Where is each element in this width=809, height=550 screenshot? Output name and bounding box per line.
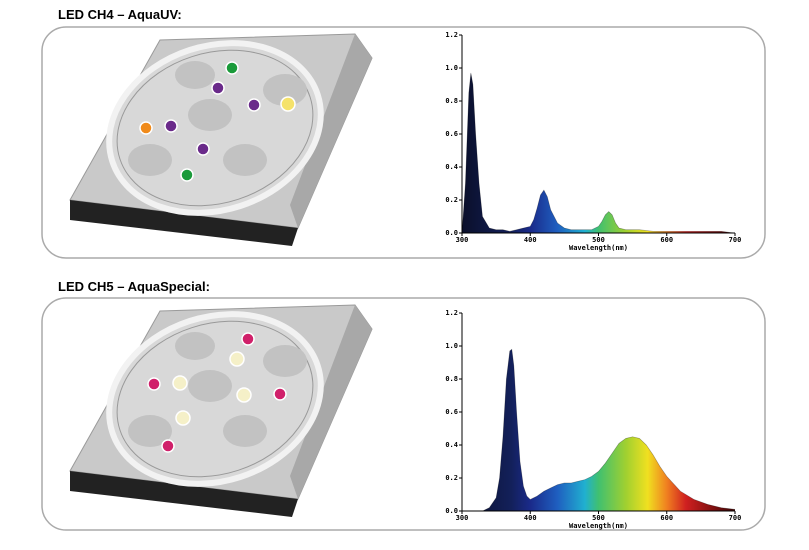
x-axis-label: Wavelength(nm) [569, 244, 628, 252]
y-tick-label: 0.0 [445, 507, 458, 515]
spectrum-line [482, 348, 736, 512]
y-tick-label: 0.4 [445, 441, 458, 449]
area-fill [482, 349, 735, 511]
spectrum-line [461, 72, 736, 234]
y-tick-label: 0.4 [445, 163, 458, 171]
heading: LED CH5 – AquaSpecial: [58, 279, 210, 294]
x-tick-label: 300 [456, 514, 469, 522]
x-axis-label: Wavelength(nm) [569, 522, 628, 530]
y-tick-label: 0.2 [445, 196, 458, 204]
x-tick-label: 400 [524, 236, 537, 244]
x-tick-label: 600 [660, 236, 673, 244]
y-tick-label: 1.2 [445, 309, 458, 317]
x-tick-label: 700 [729, 236, 742, 244]
x-tick-label: 700 [729, 514, 742, 522]
y-tick-label: 0.0 [445, 229, 458, 237]
y-tick-label: 1.0 [445, 64, 458, 72]
led-fixture-image [70, 17, 372, 246]
y-tick-label: 0.6 [445, 130, 458, 138]
led-dots [147, 332, 287, 453]
heading: LED CH4 – AquaUV: [58, 7, 182, 22]
y-tick-label: 1.2 [445, 31, 458, 39]
y-tick-label: 1.0 [445, 342, 458, 350]
led-dots [139, 61, 296, 182]
panel [41, 297, 766, 531]
x-tick-label: 600 [660, 514, 673, 522]
x-tick-label: 500 [592, 236, 605, 244]
y-tick-label: 0.6 [445, 408, 458, 416]
x-tick-label: 500 [592, 514, 605, 522]
area-fill [462, 72, 735, 233]
y-tick-label: 0.2 [445, 474, 458, 482]
y-tick-label: 0.8 [445, 375, 458, 383]
panel [41, 26, 766, 259]
x-tick-label: 400 [524, 514, 537, 522]
x-tick-label: 300 [456, 236, 469, 244]
led-fixture-image [70, 288, 372, 517]
y-tick-label: 0.8 [445, 97, 458, 105]
